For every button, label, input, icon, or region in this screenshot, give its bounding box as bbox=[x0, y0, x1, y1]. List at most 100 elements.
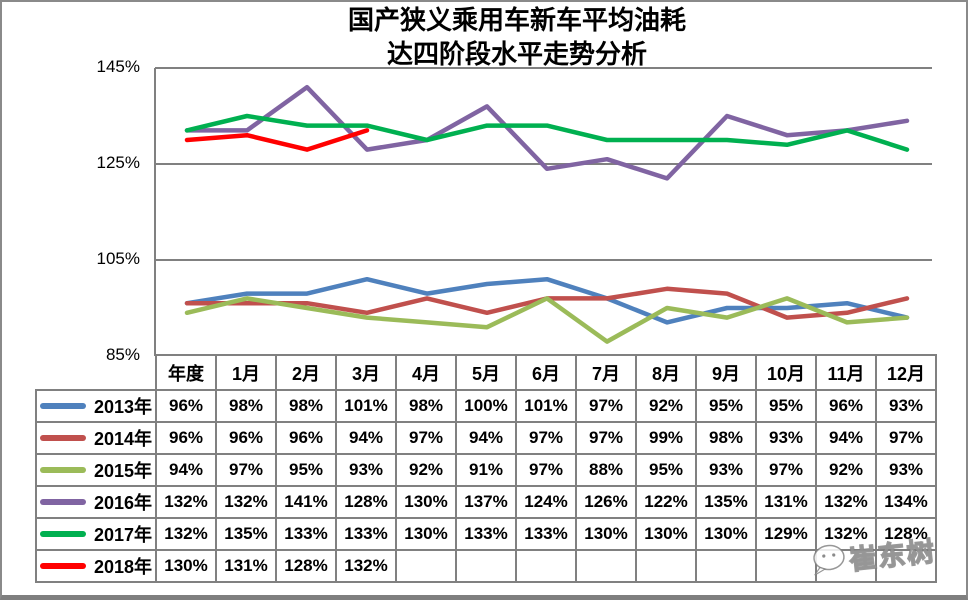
value-cell: 130% bbox=[395, 517, 457, 551]
column-header: 3月 bbox=[335, 354, 397, 391]
value-cell bbox=[755, 549, 817, 583]
table-row: 2014年 96% 96% 96% 94% 97% 94% 97% 97% 99% 98% 93% 94… bbox=[35, 421, 937, 455]
value-cell: 124% bbox=[515, 485, 577, 519]
value-cell: 97% bbox=[215, 453, 277, 487]
column-header: 8月 bbox=[635, 354, 697, 391]
chart-title: 国产狭义乘用车新车平均油耗 达四阶段水平走势分析 bbox=[117, 4, 917, 72]
legend-line-swatch bbox=[40, 531, 86, 537]
value-cell: 132% bbox=[815, 485, 877, 519]
value-cell: 130% bbox=[635, 517, 697, 551]
value-cell bbox=[875, 549, 937, 583]
column-header: 2月 bbox=[275, 354, 337, 391]
legend-cell: 2016年 bbox=[35, 485, 157, 519]
value-cell bbox=[635, 549, 697, 583]
legend-line-swatch bbox=[40, 467, 86, 473]
series-line-2015年 bbox=[184, 296, 910, 344]
value-cell: 132% bbox=[155, 517, 217, 551]
y-axis-label: 145% bbox=[96, 57, 140, 76]
table-row: 2018年 130% 131% 128% 132% bbox=[35, 549, 937, 583]
value-cell: 101% bbox=[335, 389, 397, 423]
value-cell: 96% bbox=[275, 421, 337, 455]
value-cell: 130% bbox=[575, 517, 637, 551]
value-cell: 97% bbox=[395, 421, 457, 455]
value-cell: 100% bbox=[455, 389, 517, 423]
value-cell: 95% bbox=[755, 389, 817, 423]
value-cell: 98% bbox=[215, 389, 277, 423]
value-cell: 94% bbox=[815, 421, 877, 455]
data-table: 年度 1月 2月 3月 4月 5月 6月 7月 8月 9月 10月 11月 12月 2013年 96% 98%… bbox=[35, 354, 937, 583]
value-cell: 97% bbox=[515, 453, 577, 487]
column-header: 5月 bbox=[455, 354, 517, 391]
value-cell: 133% bbox=[275, 517, 337, 551]
value-cell: 98% bbox=[395, 389, 457, 423]
table-corner-blank bbox=[36, 355, 156, 390]
value-cell: 94% bbox=[455, 421, 517, 455]
legend-line-swatch bbox=[40, 403, 86, 409]
table-row: 2015年 94% 97% 95% 93% 92% 91% 97% 88% 95% 93% 97% 92… bbox=[35, 453, 937, 487]
value-cell: 141% bbox=[275, 485, 337, 519]
value-cell: 131% bbox=[755, 485, 817, 519]
value-cell bbox=[515, 549, 577, 583]
value-cell: 132% bbox=[815, 517, 877, 551]
value-cell: 126% bbox=[575, 485, 637, 519]
value-cell: 135% bbox=[695, 485, 757, 519]
value-cell: 128% bbox=[335, 485, 397, 519]
value-cell bbox=[395, 549, 457, 583]
value-cell bbox=[695, 549, 757, 583]
value-cell: 132% bbox=[155, 485, 217, 519]
value-cell: 130% bbox=[395, 485, 457, 519]
y-axis-label: 105% bbox=[96, 249, 140, 268]
series-line-2018年 bbox=[184, 128, 370, 152]
value-cell: 128% bbox=[275, 549, 337, 583]
value-cell: 131% bbox=[215, 549, 277, 583]
value-cell: 133% bbox=[455, 517, 517, 551]
value-cell: 97% bbox=[515, 421, 577, 455]
legend-cell: 2017年 bbox=[35, 517, 157, 551]
value-cell: 97% bbox=[875, 421, 937, 455]
column-header: 年度 bbox=[155, 354, 217, 391]
value-cell: 128% bbox=[875, 517, 937, 551]
value-cell: 133% bbox=[515, 517, 577, 551]
value-cell: 95% bbox=[635, 453, 697, 487]
series-line-2017年 bbox=[184, 113, 910, 152]
legend-label: 2013年 bbox=[93, 397, 152, 417]
value-cell: 93% bbox=[875, 389, 937, 423]
column-header: 4月 bbox=[395, 354, 457, 391]
value-cell: 132% bbox=[215, 485, 277, 519]
value-cell: 97% bbox=[755, 453, 817, 487]
legend-line-swatch bbox=[40, 435, 86, 441]
value-cell bbox=[455, 549, 517, 583]
value-cell: 93% bbox=[335, 453, 397, 487]
value-cell: 98% bbox=[695, 421, 757, 455]
value-cell: 94% bbox=[155, 453, 217, 487]
value-cell: 137% bbox=[455, 485, 517, 519]
table-row: 2017年 132% 135% 133% 133% 130% 133% 133% 130% 130… bbox=[35, 517, 937, 551]
value-cell: 97% bbox=[575, 389, 637, 423]
value-cell: 99% bbox=[635, 421, 697, 455]
column-header: 7月 bbox=[575, 354, 637, 391]
legend-label: 2016年 bbox=[93, 493, 152, 513]
column-header: 6月 bbox=[515, 354, 577, 391]
value-cell: 130% bbox=[155, 549, 217, 583]
value-cell: 122% bbox=[635, 485, 697, 519]
value-cell: 134% bbox=[875, 485, 937, 519]
table-header-row: 年度 1月 2月 3月 4月 5月 6月 7月 8月 9月 10月 11月 12月 bbox=[36, 354, 937, 391]
column-header: 10月 bbox=[755, 354, 817, 391]
value-cell: 135% bbox=[215, 517, 277, 551]
legend-label: 2017年 bbox=[93, 525, 152, 545]
value-cell: 130% bbox=[695, 517, 757, 551]
value-cell: 96% bbox=[155, 421, 217, 455]
value-cell: 133% bbox=[335, 517, 397, 551]
value-cell: 92% bbox=[395, 453, 457, 487]
series-line-2013年 bbox=[184, 276, 910, 325]
watermark: 崔东树 bbox=[806, 529, 938, 581]
legend-cell: 2013年 bbox=[35, 389, 157, 423]
value-cell: 96% bbox=[155, 389, 217, 423]
column-header: 9月 bbox=[695, 354, 757, 391]
y-axis-label: 125% bbox=[96, 153, 140, 172]
legend-cell: 2015年 bbox=[35, 453, 157, 487]
value-cell: 95% bbox=[695, 389, 757, 423]
value-cell: 91% bbox=[455, 453, 517, 487]
